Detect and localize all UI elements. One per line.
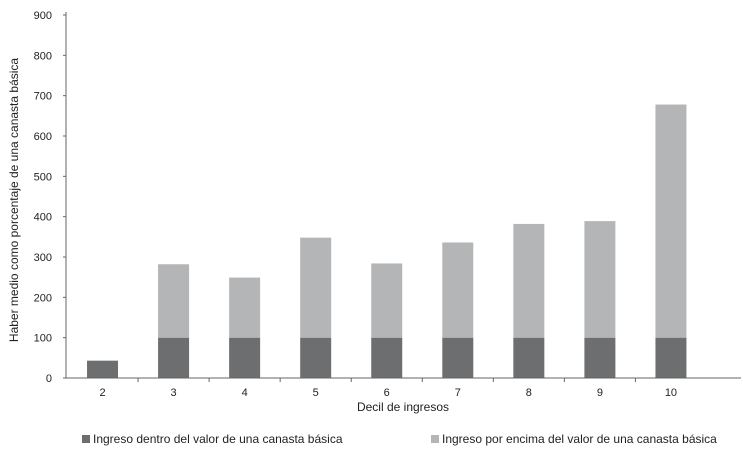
- y-tick-label: 200: [34, 292, 52, 304]
- bar-segment-above: [158, 264, 190, 338]
- legend-swatch-within: [82, 435, 90, 443]
- bar-segment-within: [158, 337, 190, 378]
- bar-segment-within: [87, 360, 119, 378]
- bar-segment-above: [655, 104, 687, 338]
- x-tick-label: 2: [99, 387, 105, 399]
- bar-segment-above: [584, 221, 616, 338]
- bar-segment-within: [655, 337, 687, 378]
- x-tick-label: 7: [455, 387, 461, 399]
- legend-label-above: Ingreso por encima del valor de una cana…: [442, 432, 717, 446]
- y-axis-label: Haber medio como porcentaje de una canas…: [7, 58, 21, 343]
- bar-segment-above: [371, 263, 403, 338]
- y-tick-label: 400: [34, 212, 52, 224]
- y-tick-label: 600: [34, 131, 52, 143]
- bar-segment-above: [300, 237, 332, 338]
- x-tick-label: 3: [171, 387, 177, 399]
- y-tick-label: 100: [34, 333, 52, 345]
- x-tick-label: 4: [242, 387, 248, 399]
- bar-segment-within: [513, 337, 545, 378]
- bar-segment-within: [584, 337, 616, 378]
- bar-segment-within: [300, 337, 332, 378]
- bar-segment-above: [229, 277, 261, 338]
- bar-segment-within: [371, 337, 403, 378]
- y-tick-label: 700: [34, 91, 52, 103]
- x-axis-label: Decil de ingresos: [357, 400, 449, 414]
- x-tick-label: 9: [597, 387, 603, 399]
- y-tick-label: 300: [34, 252, 52, 264]
- bars: [87, 104, 687, 378]
- y-tick-label: 0: [46, 373, 52, 385]
- legend-label-within: Ingreso dentro del valor de una canasta …: [93, 432, 343, 446]
- x-axis-ticks: 2 3 4 5 6 7 8 9 10: [99, 378, 677, 399]
- x-tick-label: 5: [313, 387, 319, 399]
- y-tick-label: 800: [34, 50, 52, 62]
- x-tick-label: 10: [665, 387, 677, 399]
- axes: [65, 12, 741, 379]
- legend-swatch-above: [431, 435, 439, 443]
- bar-segment-within: [442, 337, 474, 378]
- y-tick-label: 900: [34, 10, 52, 22]
- legend: Ingreso dentro del valor de una canasta …: [0, 432, 743, 450]
- bar-segment-above: [442, 242, 474, 338]
- bar-segment-within: [229, 337, 261, 378]
- legend-item-within: Ingreso dentro del valor de una canasta …: [82, 432, 343, 446]
- legend-item-above: Ingreso por encima del valor de una cana…: [431, 432, 717, 446]
- bar-segment-above: [513, 223, 545, 338]
- x-tick-label: 8: [526, 387, 532, 399]
- y-tick-label: 500: [34, 171, 52, 183]
- y-axis-ticks: 0 100 200 300 400 500 600 700 800 900: [34, 10, 66, 385]
- x-tick-label: 6: [384, 387, 390, 399]
